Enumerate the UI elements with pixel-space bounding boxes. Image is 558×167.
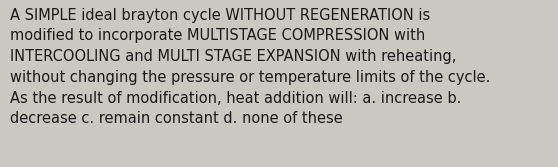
Text: A SIMPLE ideal brayton cycle WITHOUT REGENERATION is
modified to incorporate MUL: A SIMPLE ideal brayton cycle WITHOUT REG…	[10, 8, 490, 126]
